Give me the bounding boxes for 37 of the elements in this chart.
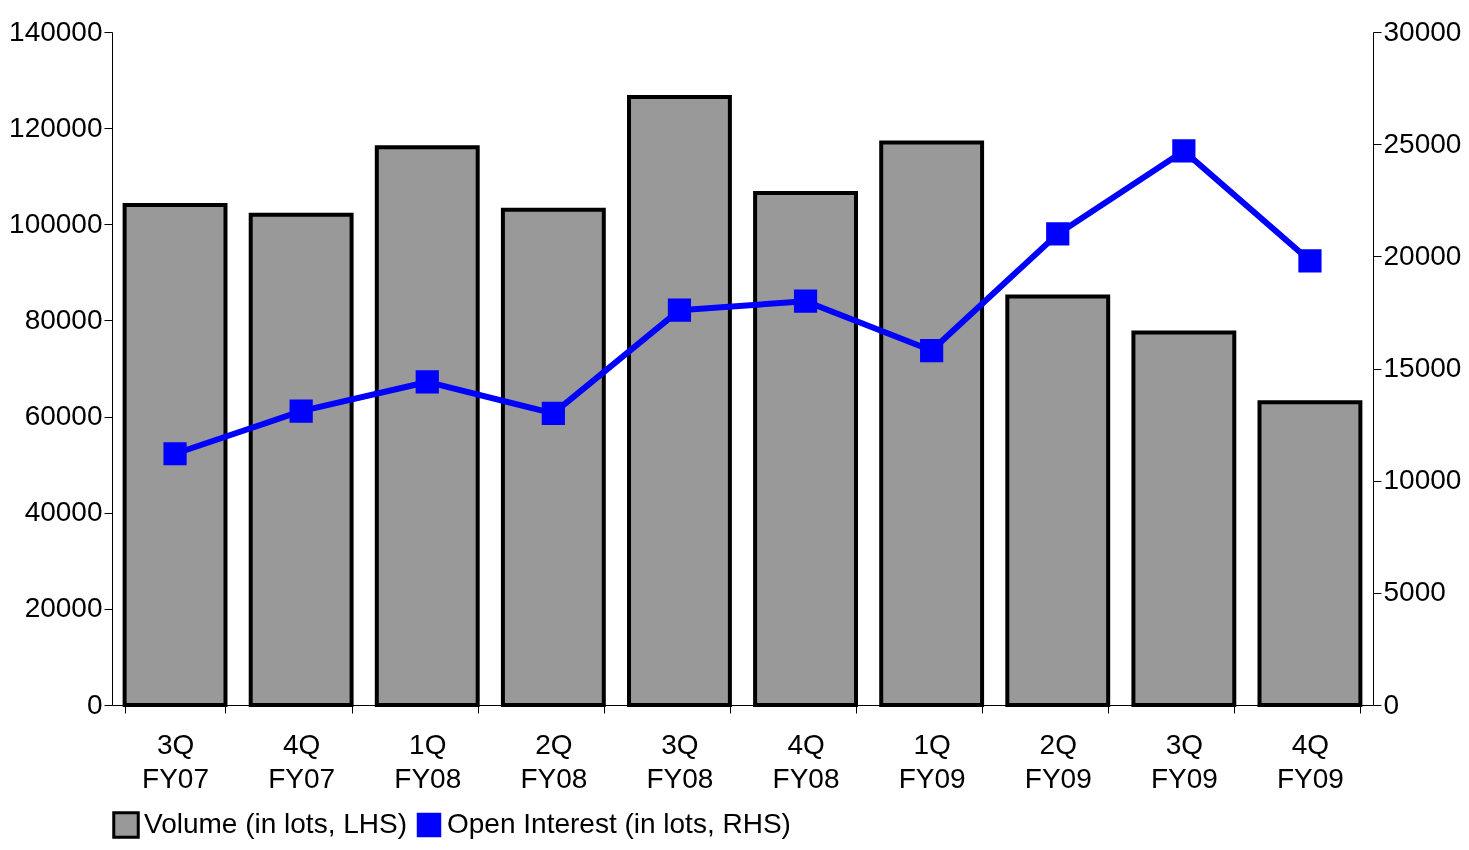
y-tick-label: 80000 — [24, 303, 103, 335]
point — [163, 442, 187, 466]
legend-label: Open Interest (in lots, RHS) — [447, 808, 791, 839]
x-tick-label: 2Q FY09 — [1024, 728, 1092, 794]
point — [415, 370, 439, 394]
y2-tick-label: 0 — [1383, 688, 1400, 720]
y-tick-label: 100000 — [9, 207, 103, 239]
y2-tick-label: 5000 — [1383, 576, 1446, 608]
x-tick-label: 4Q FY08 — [772, 728, 840, 794]
y-tick-label: 20000 — [24, 592, 103, 624]
x-tick-label: 1Q FY09 — [898, 728, 966, 794]
y-tick-label: 140000 — [9, 15, 103, 47]
legend-label: Volume (in lots, LHS) — [144, 808, 407, 839]
y2-tick-label: 30000 — [1383, 15, 1462, 47]
x-tick-label: 4Q FY07 — [268, 728, 336, 794]
y-tick-label: 120000 — [9, 111, 103, 143]
y2-tick-label: 20000 — [1383, 239, 1462, 271]
point — [541, 401, 565, 425]
point — [289, 399, 313, 423]
x-tick-label: 3Q FY09 — [1150, 728, 1218, 794]
y-tick-label: 40000 — [24, 496, 103, 528]
point — [793, 289, 818, 313]
point — [1046, 222, 1070, 246]
x-tick-label: 3Q FY08 — [646, 728, 714, 794]
x-tick-label: 1Q FY08 — [394, 728, 462, 794]
point — [667, 298, 692, 322]
point — [920, 338, 944, 363]
y-tick-label: 0 — [86, 688, 103, 720]
x-tick-label: 2Q FY08 — [520, 728, 588, 794]
y2-tick-label: 15000 — [1383, 352, 1462, 383]
point — [1172, 139, 1196, 163]
y2-tick-label: 25000 — [1383, 127, 1462, 159]
point — [1298, 249, 1322, 273]
y-tick-label: 60000 — [24, 400, 103, 432]
x-tick-label: 3Q FY07 — [142, 728, 210, 794]
y2-tick-label: 10000 — [1383, 464, 1462, 496]
x-tick-label: 4Q FY09 — [1276, 728, 1344, 794]
